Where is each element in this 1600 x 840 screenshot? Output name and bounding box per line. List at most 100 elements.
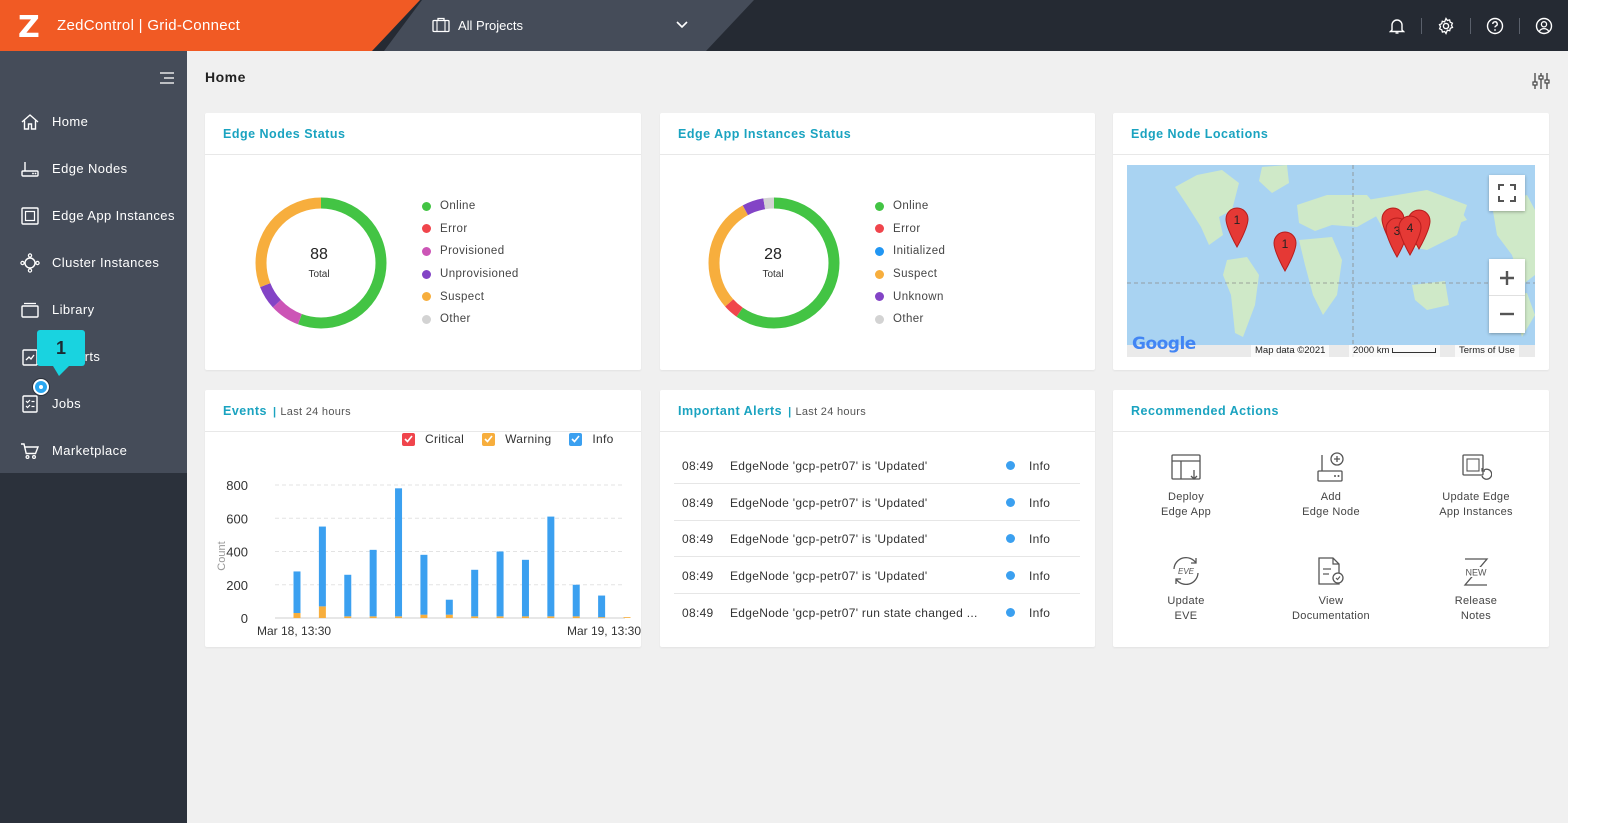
legend-warning[interactable]: Warning: [482, 432, 551, 446]
sidebar-item-edge-nodes[interactable]: Edge Nodes: [0, 150, 187, 186]
bar-info[interactable]: [293, 571, 301, 614]
project-selector[interactable]: All Projects: [384, 0, 754, 51]
bar-warning[interactable]: [471, 616, 479, 618]
legend-item[interactable]: Provisioned: [422, 240, 519, 263]
legend-item[interactable]: Other: [875, 308, 945, 331]
bar-warning[interactable]: [445, 614, 453, 618]
world-map[interactable]: 1 1 3 4 Google Map data ©2021 2000 km Te…: [1127, 165, 1535, 357]
legend-item[interactable]: Initialized: [875, 240, 945, 263]
alert-row[interactable]: 08:49 EdgeNode 'gcp-petr07' is 'Updated' I…: [674, 447, 1080, 484]
bar-info[interactable]: [598, 595, 606, 618]
bar-info[interactable]: [420, 554, 428, 615]
customize-dashboard-icon[interactable]: [1532, 72, 1550, 90]
bar-info[interactable]: [318, 526, 326, 607]
bar-warning[interactable]: [318, 606, 326, 618]
update-eve-icon: EVE: [1173, 556, 1199, 586]
release-notes-action[interactable]: NEW Release Notes: [1416, 552, 1536, 624]
sidebar-item-reports[interactable]: Reports: [0, 338, 187, 374]
sidebar-item-marketplace[interactable]: Marketplace: [0, 432, 187, 468]
gear-icon[interactable]: [1436, 16, 1456, 36]
user-avatar-icon[interactable]: [1534, 16, 1554, 36]
bar-warning[interactable]: [395, 616, 403, 618]
card-header: Recommended Actions: [1113, 390, 1549, 432]
status-legend: Online Error Provisioned Unprovisioned S…: [422, 195, 519, 331]
checkbox-icon[interactable]: [569, 432, 583, 446]
walkthrough-tooltip[interactable]: 1: [37, 330, 85, 376]
map-marker[interactable]: 1: [1225, 207, 1249, 249]
bar-warning[interactable]: [369, 616, 377, 618]
alert-row[interactable]: 08:49 EdgeNode 'gcp-petr07' is 'Updated' I…: [674, 557, 1080, 594]
bar-info[interactable]: [369, 549, 377, 617]
severity-dot: [1006, 461, 1015, 470]
donut-segment-other[interactable]: [708, 197, 840, 329]
collapse-menu-icon[interactable]: [159, 71, 175, 85]
sidebar-item-label: Marketplace: [52, 443, 128, 458]
bar-info[interactable]: [496, 551, 504, 617]
legend-label: Warning: [505, 432, 552, 446]
donut-segment-suspect[interactable]: [255, 197, 387, 329]
legend-dot: [422, 314, 431, 324]
bar-warning[interactable]: [598, 617, 606, 618]
card-subtitle: Last 24 hours: [795, 406, 867, 418]
sidebar-item-cluster-instances[interactable]: Cluster Instances: [0, 244, 187, 280]
terms-of-use-link[interactable]: Terms of Use: [1455, 345, 1519, 357]
checkbox-icon[interactable]: [482, 432, 496, 446]
y-tick-label: 200: [226, 578, 248, 593]
bar-info[interactable]: [521, 559, 529, 617]
fullscreen-button[interactable]: [1489, 175, 1525, 211]
bar-info[interactable]: [344, 574, 352, 617]
update-edge-app-instances-action[interactable]: Update Edge App Instances: [1416, 448, 1536, 520]
legend-item[interactable]: Error: [422, 218, 519, 241]
events-legend: Critical Warning Info: [402, 432, 632, 446]
bar-warning[interactable]: [420, 614, 428, 618]
bar-warning[interactable]: [623, 617, 631, 618]
update-eve-action[interactable]: EVE Update EVE: [1126, 552, 1246, 624]
card-title: Recommended Actions: [1131, 404, 1279, 418]
legend-item[interactable]: Unprovisioned: [422, 263, 519, 286]
map-marker-cluster[interactable]: 3 4: [1381, 207, 1431, 259]
alert-row[interactable]: 08:49 EdgeNode 'gcp-petr07' is 'Updated' I…: [674, 484, 1080, 521]
legend-critical[interactable]: Critical: [402, 432, 464, 446]
legend-item[interactable]: Online: [875, 195, 945, 218]
bar-info[interactable]: [572, 584, 580, 617]
legend-item[interactable]: Other: [422, 308, 519, 331]
help-icon[interactable]: [1485, 16, 1505, 36]
bar-warning[interactable]: [572, 616, 580, 618]
action-label: Release: [1454, 595, 1498, 607]
zoom-in-button[interactable]: [1489, 260, 1525, 296]
legend-item[interactable]: Suspect: [422, 285, 519, 308]
deploy-edge-app-action[interactable]: Deploy Edge App: [1126, 448, 1246, 520]
bar-info[interactable]: [471, 569, 479, 617]
bar-warning[interactable]: [293, 613, 301, 618]
sidebar-item-home[interactable]: Home: [0, 103, 187, 139]
bar-warning[interactable]: [547, 616, 555, 618]
alert-row[interactable]: 08:49 EdgeNode 'gcp-petr07' run state cha…: [674, 594, 1080, 631]
legend-info[interactable]: Info: [569, 432, 613, 446]
legend-item[interactable]: Unknown: [875, 285, 945, 308]
legend-item[interactable]: Suspect: [875, 263, 945, 286]
bar-info[interactable]: [547, 516, 555, 617]
map-scale[interactable]: 2000 km: [1349, 345, 1441, 357]
add-edge-node-action[interactable]: Add Edge Node: [1271, 448, 1391, 520]
header-divider: [1519, 18, 1520, 34]
chevron-down-icon[interactable]: [676, 20, 688, 30]
sidebar-item-jobs[interactable]: Jobs: [0, 385, 187, 421]
legend-item[interactable]: Error: [875, 218, 945, 241]
checkbox-icon[interactable]: [402, 432, 415, 446]
bar-info[interactable]: [395, 488, 403, 617]
bar-warning[interactable]: [521, 616, 529, 618]
map-marker[interactable]: 1: [1273, 231, 1297, 273]
sidebar-item-edge-app-instances[interactable]: Edge App Instances: [0, 197, 187, 233]
view-documentation-action[interactable]: View Documentation: [1271, 552, 1391, 624]
bar-warning[interactable]: [496, 616, 504, 618]
brand-area[interactable]: Z ZedControl | Grid-Connect: [0, 0, 420, 51]
sidebar-item-library[interactable]: Library: [0, 291, 187, 327]
legend-item[interactable]: Online: [422, 195, 519, 218]
bar-info[interactable]: [445, 599, 453, 615]
bell-icon[interactable]: [1387, 16, 1407, 36]
bar-warning[interactable]: [344, 616, 352, 618]
alert-row[interactable]: 08:49 EdgeNode 'gcp-petr07' is 'Updated' I…: [674, 520, 1080, 557]
zoom-out-button[interactable]: [1489, 296, 1525, 332]
donut-segment-suspect[interactable]: [708, 197, 840, 329]
walkthrough-hotspot[interactable]: [33, 379, 49, 395]
